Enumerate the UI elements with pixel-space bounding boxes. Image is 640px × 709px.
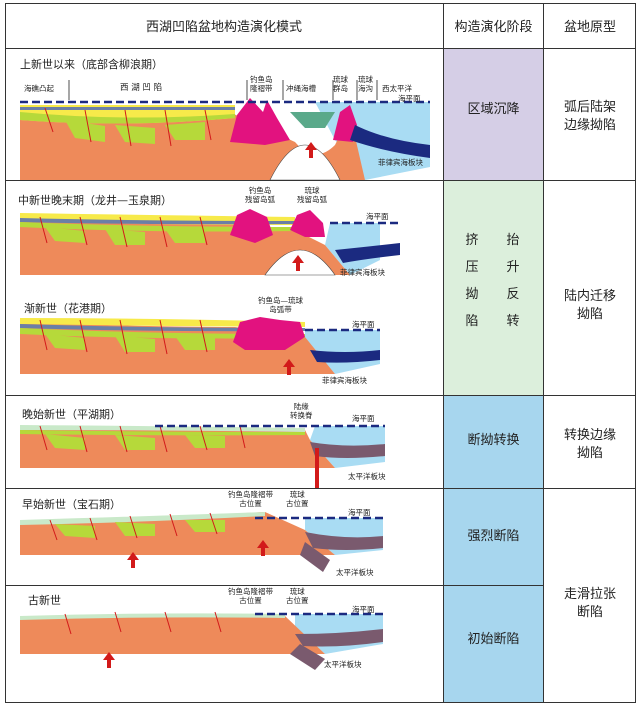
row-title: 古新世 bbox=[28, 594, 61, 607]
cross-section-late-eocene bbox=[20, 424, 385, 488]
label-sea-level: 海平面 bbox=[352, 320, 375, 329]
label-sea-level: 海平面 bbox=[352, 414, 375, 423]
label-sea-level: 海平面 bbox=[352, 605, 375, 614]
cross-section-oligocene bbox=[20, 317, 380, 375]
label-philippine-plate: 菲律宾海板块 bbox=[322, 376, 367, 385]
label-ryukyu-paleo: 琉球 古位置 bbox=[286, 587, 309, 605]
cross-section-pliocene bbox=[20, 80, 430, 180]
prototype-backarc: 弧后陆架 边缘拗陷 bbox=[563, 100, 616, 133]
label-ryukyu-trench: 琉球 海沟 bbox=[358, 75, 373, 93]
header-divider bbox=[5, 48, 636, 49]
table-frame bbox=[5, 3, 636, 703]
header-evolution-model: 西湖凹陷盆地构造演化模式 bbox=[145, 20, 302, 35]
stage-strong-rifting: 强烈断陷 bbox=[467, 529, 520, 544]
label-sea-level: 海平面 bbox=[366, 212, 389, 221]
label-pacific-plate: 太平洋板块 bbox=[324, 660, 362, 669]
stage-cell-blue bbox=[444, 586, 543, 702]
label-okinawa: 冲绳海槽 bbox=[286, 84, 316, 93]
label-diaoyu-remnant: 钓鱼岛 残留岛弧 bbox=[245, 186, 275, 204]
label-diaoyu-paleo: 钓鱼岛隆褶带 古位置 bbox=[228, 490, 273, 508]
stage-cell-purple bbox=[444, 49, 543, 180]
header-prototype: 盆地原型 bbox=[563, 20, 616, 35]
column-divider bbox=[543, 3, 544, 703]
row-title: 渐新世（花港期） bbox=[24, 302, 112, 315]
label-diaoyu: 钓鱼岛 隆褶带 bbox=[250, 75, 273, 93]
label-diaoyu-ryukyu-arc: 钓鱼岛—琉球 岛弧带 bbox=[258, 296, 303, 314]
label-pacific-plate: 太平洋板块 bbox=[336, 568, 374, 577]
cross-section-early-eocene bbox=[20, 512, 383, 572]
stage-regional-subsidence: 区域沉降 bbox=[467, 102, 520, 117]
row-divider bbox=[444, 180, 543, 181]
label-haijiao: 海礁凸起 bbox=[24, 84, 54, 93]
row-divider bbox=[5, 395, 636, 396]
row-title: 晚始新世（平湖期） bbox=[22, 408, 121, 421]
label-ryukyu-remnant: 琉球 残留岛弧 bbox=[297, 186, 327, 204]
stage-initial-rifting: 初始断陷 bbox=[467, 632, 520, 647]
label-west-pacific: 西太平洋 bbox=[382, 84, 412, 93]
row-divider bbox=[5, 180, 544, 181]
cross-section-paleocene bbox=[20, 611, 383, 670]
row-divider bbox=[444, 488, 543, 489]
label-philippine-plate: 菲律宾海板块 bbox=[340, 268, 385, 277]
prototype-strike-slip-rift: 走滑拉张 断陷 bbox=[563, 587, 616, 620]
header-stage: 构造演化阶段 bbox=[454, 20, 533, 35]
row-divider bbox=[5, 585, 544, 586]
label-philippine-plate: 菲律宾海板块 bbox=[378, 158, 423, 167]
stage-fault-depression-transition: 断拗转换 bbox=[467, 433, 520, 448]
label-ryukyu-paleo: 琉球 古位置 bbox=[286, 490, 309, 508]
row-divider bbox=[444, 585, 543, 586]
label-sea-level: 海平面 bbox=[348, 508, 371, 517]
stage-compression: 挤 压 拗 陷 bbox=[465, 233, 479, 329]
label-sea-level: 海平面 bbox=[398, 94, 421, 103]
label-transform-ridge: 陆缘 转换脊 bbox=[290, 402, 313, 420]
label-xihu: 西 湖 凹 陷 bbox=[120, 83, 163, 93]
row-divider bbox=[5, 488, 544, 489]
row-title: 早始新世（宝石期） bbox=[22, 498, 121, 511]
label-pacific-plate: 太平洋板块 bbox=[348, 472, 386, 481]
row-divider bbox=[544, 180, 636, 181]
stage-cell-blue bbox=[444, 489, 543, 585]
stage-cell-blue bbox=[444, 396, 543, 488]
row-divider bbox=[544, 488, 636, 489]
prototype-intracontinental: 陆内迁移 拗陷 bbox=[563, 289, 616, 322]
stage-inversion: 抬 升 反 转 bbox=[506, 233, 520, 329]
label-ryukyu-islands: 琉球 群岛 bbox=[333, 75, 348, 93]
row-title: 上新世以来（底部含柳浪期） bbox=[20, 58, 163, 71]
stage-cell-green bbox=[444, 181, 543, 395]
column-divider bbox=[443, 3, 444, 703]
prototype-transform-margin: 转换边缘 拗陷 bbox=[563, 428, 616, 461]
cross-section-late-miocene bbox=[20, 209, 400, 276]
row-title: 中新世晚末期（龙井—玉泉期） bbox=[18, 194, 172, 207]
label-diaoyu-paleo: 钓鱼岛隆褶带 古位置 bbox=[228, 587, 273, 605]
